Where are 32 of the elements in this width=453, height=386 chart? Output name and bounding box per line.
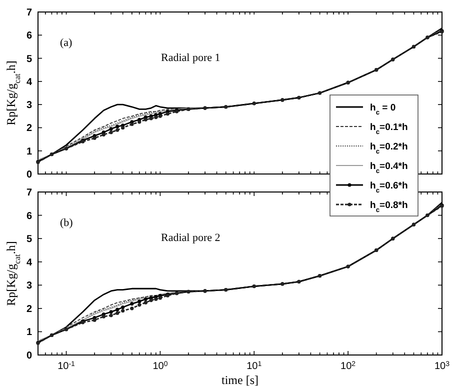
y-tick-label: 4: [26, 257, 32, 268]
y-tick-label: 1: [26, 146, 32, 158]
y-tick-label: 0: [26, 170, 32, 180]
y-tick-label: 2: [26, 123, 32, 134]
y-tick-label: 5: [26, 54, 32, 65]
annotation: (b): [60, 217, 74, 229]
y-tick-label: 1: [26, 327, 32, 338]
legend-label: h$_{c}$=0.4*h: [370, 161, 408, 174]
annotation: (a): [60, 37, 73, 49]
y-tick-label: 3: [26, 280, 32, 292]
y-tick-label: 7: [26, 188, 32, 198]
y-tick-label: 2: [26, 304, 32, 315]
y-tick-label: 6: [26, 30, 32, 42]
legend-label: h$_{c}$=0.1*h: [370, 122, 408, 136]
legend-label: h$_{c}$=0.8*h: [370, 200, 408, 214]
legend-label: h$_{c}$=0.6*h: [370, 180, 408, 194]
y-tick-label: 0: [26, 350, 32, 362]
y-tick-label: 3: [26, 100, 32, 112]
annotation: Radial pore 2: [161, 232, 220, 244]
y-tick-label: 7: [26, 8, 32, 18]
y-tick-label: 4: [26, 76, 32, 88]
x-tick-label: 10$^{0}$: [152, 360, 168, 372]
x-tick-label: 10$^{-1}$: [58, 360, 76, 372]
x-tick-label: 10$^{2}$: [340, 360, 356, 372]
legend-label: h$_{c}$=0.2*h: [370, 142, 408, 155]
x-tick-label: 10$^{3}$: [434, 360, 450, 372]
x-axis-title: time [s]: [222, 373, 258, 386]
y-tick-label: 6: [26, 210, 32, 222]
annotation: Radial pore 1: [161, 52, 220, 64]
legend-label: h$_{c}$ = 0: [370, 102, 396, 116]
x-tick-label: 10$^{1}$: [246, 360, 262, 372]
y-tick-label: 5: [26, 234, 32, 246]
